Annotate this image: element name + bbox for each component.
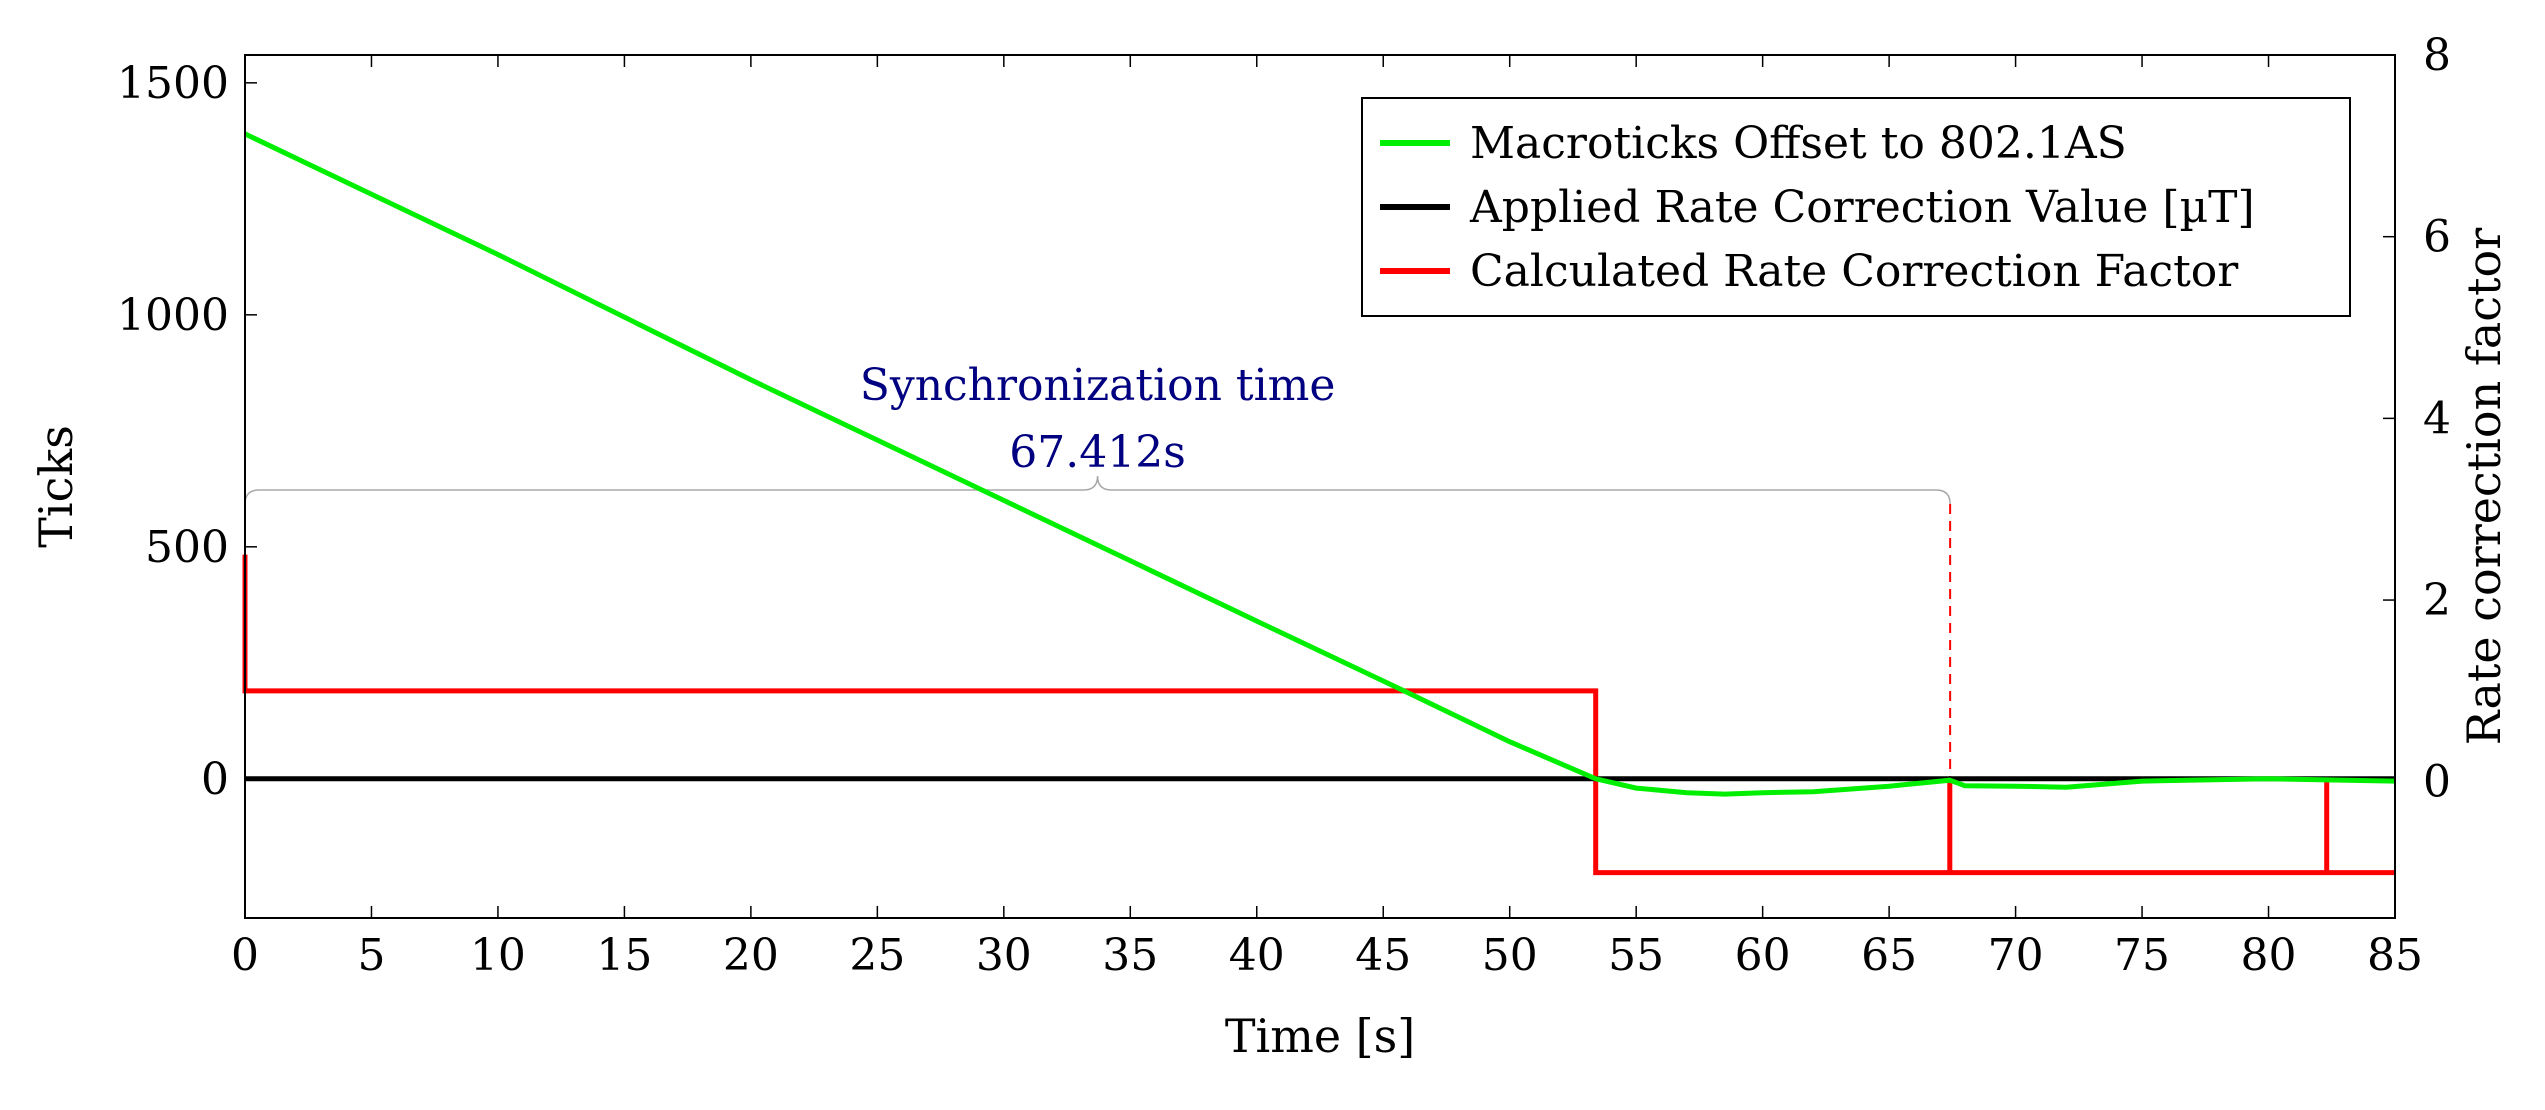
x-tick-label: 60 (1735, 930, 1791, 981)
series-line-2 (242, 554, 2395, 876)
sync-time-brace (244, 475, 1951, 505)
y-left-tick-label: 1500 (117, 58, 229, 109)
y-left-tick-label: 0 (201, 754, 229, 805)
legend-box (1361, 97, 2351, 317)
x-tick-label: 25 (849, 930, 905, 981)
legend-label-offset: Macroticks Offset to 802.1AS (1470, 118, 2127, 169)
y-right-tick-label: 8 (2423, 30, 2451, 81)
y-right-axis-title: Rate correction factor (2457, 228, 2511, 745)
sync-time-value: 67.412s (1009, 427, 1186, 478)
y-right-tick-label: 2 (2423, 575, 2451, 626)
y-right-tick-label: 0 (2423, 757, 2451, 808)
x-tick-label: 55 (1608, 930, 1664, 981)
x-tick-label: 10 (470, 930, 526, 981)
x-axis-title: Time [s] (1225, 1009, 1415, 1063)
axis-ticks (244, 54, 2396, 918)
y-right-tick-label: 4 (2423, 393, 2451, 444)
y-left-axis-title: Ticks (29, 425, 83, 548)
x-tick-label: 20 (723, 930, 779, 981)
series-line-0 (243, 131, 2396, 797)
sync-time-title: Synchronization time (860, 360, 1336, 411)
x-tick-label: 65 (1861, 930, 1917, 981)
y-right-tick-labels: 0 2 4 6 8 (2423, 30, 2451, 808)
x-tick-labels: 0 5 10 15 20 25 30 35 40 45 50 55 60 65 70 75 80 85 (231, 930, 2423, 981)
x-tick-label: 85 (2367, 930, 2423, 981)
legend: Macroticks Offset to 802.1AS Applied Rat… (1361, 97, 2351, 317)
x-tick-label: 45 (1355, 930, 1411, 981)
y-left-tick-label: 500 (145, 522, 229, 573)
x-tick-label: 5 (357, 930, 385, 981)
x-tick-label: 30 (976, 930, 1032, 981)
x-tick-label: 15 (596, 930, 652, 981)
y-right-tick-label: 6 (2423, 212, 2451, 263)
x-tick-label: 80 (2241, 930, 2297, 981)
sync-time-annotation: Synchronization time 67.412s (244, 360, 1952, 782)
plot-frame (244, 54, 2396, 919)
y-left-tick-label: 1000 (117, 290, 229, 341)
x-tick-label: 40 (1229, 930, 1285, 981)
x-tick-label: 50 (1482, 930, 1538, 981)
y-left-tick-labels: 0 500 1000 1500 (117, 58, 229, 805)
series-layer (242, 131, 2396, 876)
legend-label-applied: Applied Rate Correction Value [µT] (1469, 182, 2255, 233)
legend-label-calculated: Calculated Rate Correction Factor (1470, 246, 2239, 297)
x-tick-label: 70 (1988, 930, 2044, 981)
x-tick-label: 0 (231, 930, 259, 981)
x-tick-label: 75 (2114, 930, 2170, 981)
x-tick-label: 35 (1102, 930, 1158, 981)
